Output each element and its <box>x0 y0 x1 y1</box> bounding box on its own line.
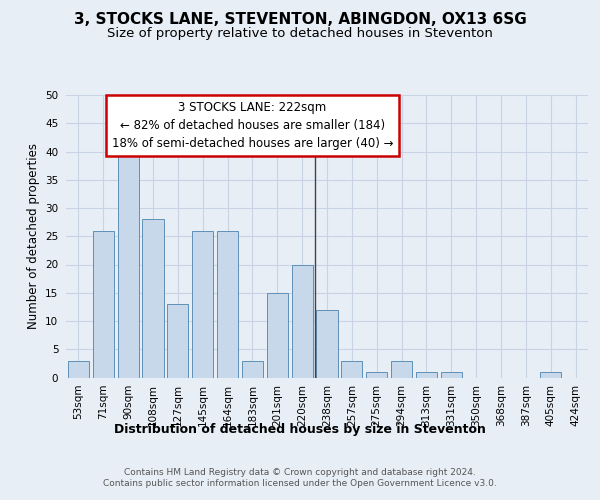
Bar <box>391 360 412 378</box>
Text: Size of property relative to detached houses in Steventon: Size of property relative to detached ho… <box>107 28 493 40</box>
Bar <box>167 304 188 378</box>
Bar <box>316 310 338 378</box>
Bar <box>118 140 139 378</box>
Bar <box>242 360 263 378</box>
Text: Contains HM Land Registry data © Crown copyright and database right 2024.
Contai: Contains HM Land Registry data © Crown c… <box>103 468 497 487</box>
Text: 3 STOCKS LANE: 222sqm
← 82% of detached houses are smaller (184)
18% of semi-det: 3 STOCKS LANE: 222sqm ← 82% of detached … <box>112 100 393 150</box>
Bar <box>267 293 288 378</box>
Bar <box>416 372 437 378</box>
Y-axis label: Number of detached properties: Number of detached properties <box>26 143 40 329</box>
Bar <box>341 360 362 378</box>
Bar <box>292 264 313 378</box>
Bar <box>93 230 114 378</box>
Bar <box>217 230 238 378</box>
Bar <box>68 360 89 378</box>
Text: 3, STOCKS LANE, STEVENTON, ABINGDON, OX13 6SG: 3, STOCKS LANE, STEVENTON, ABINGDON, OX1… <box>74 12 526 28</box>
Text: Distribution of detached houses by size in Steventon: Distribution of detached houses by size … <box>114 422 486 436</box>
Bar <box>192 230 213 378</box>
Bar <box>366 372 387 378</box>
Bar <box>540 372 561 378</box>
Bar <box>441 372 462 378</box>
Bar <box>142 220 164 378</box>
